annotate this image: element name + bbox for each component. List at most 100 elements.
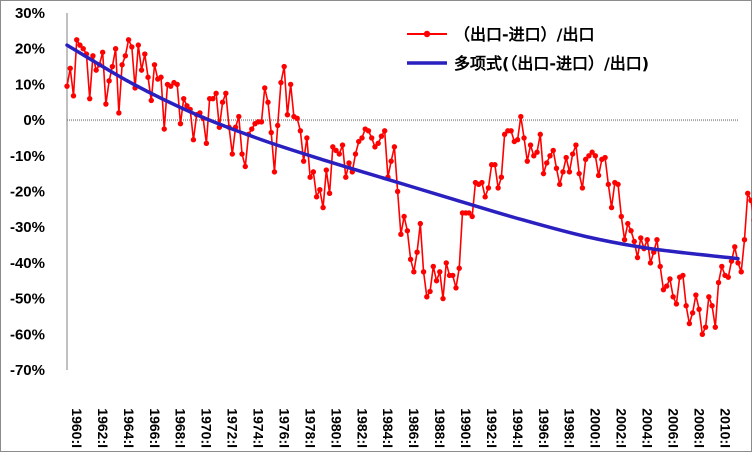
data-point [638, 235, 644, 241]
data-point [427, 288, 433, 295]
data-point [498, 174, 505, 180]
data-point [219, 99, 226, 105]
data-point [518, 113, 524, 120]
data-point [249, 126, 255, 132]
data-point [297, 128, 304, 134]
data-point [145, 74, 151, 80]
data-point [715, 279, 722, 286]
data-point [440, 295, 446, 302]
data-point [557, 181, 563, 188]
data-point [407, 256, 414, 263]
data-point [116, 110, 122, 116]
legend-marker-series [423, 30, 431, 38]
data-point [125, 37, 132, 43]
data-point [180, 95, 187, 102]
x-tick-label: 1974:I [251, 408, 267, 448]
data-point [689, 310, 696, 316]
data-point [579, 185, 586, 191]
data-point [479, 179, 485, 186]
data-point [631, 238, 637, 245]
data-point [129, 44, 135, 50]
data-point [369, 135, 375, 141]
data-point [203, 140, 210, 147]
x-tick-label: 1980:I [328, 408, 344, 448]
data-point [135, 42, 142, 48]
data-point [356, 138, 362, 145]
data-point [702, 324, 709, 330]
data-point [569, 151, 576, 157]
data-point [514, 137, 521, 143]
data-point [64, 83, 70, 89]
x-tick-label: 1964:I [121, 408, 137, 448]
data-point [414, 249, 420, 255]
data-point [359, 135, 365, 141]
x-tick-label: 1982:I [354, 408, 370, 448]
data-point [284, 112, 291, 118]
data-point [151, 62, 158, 68]
data-point [709, 303, 715, 309]
data-point [595, 172, 602, 179]
data-point [592, 153, 599, 159]
data-point [501, 131, 508, 138]
data-point [213, 90, 219, 97]
x-tick-label: 1976:I [276, 408, 292, 448]
x-tick-label: 2004:I [640, 408, 656, 448]
data-point [673, 301, 680, 307]
data-point [372, 144, 378, 150]
data-point [365, 128, 372, 134]
data-point [537, 131, 543, 138]
x-axis-ticks: 1960:I 1962:I 1964:I 1966:I 1968:I 1970:I 1972… [69, 408, 733, 448]
y-tick-label: -70% [10, 362, 45, 379]
x-tick-label: 2010:I [717, 408, 733, 448]
y-tick-label: 30% [15, 5, 45, 22]
data-point [391, 144, 398, 150]
data-point [174, 81, 180, 88]
x-tick-label: 1996:I [536, 408, 552, 448]
data-point [582, 156, 589, 163]
data-point [381, 128, 388, 134]
data-point [417, 220, 424, 227]
data-point [589, 149, 595, 155]
y-tick-label: -30% [10, 219, 45, 236]
data-point [634, 254, 641, 261]
data-point [712, 324, 719, 330]
data-point [719, 263, 725, 270]
data-point [339, 142, 346, 148]
y-axis-ticks: 30% 20% 10% 0% -10% -20% -30% -40% -50% -60% -70% [10, 5, 45, 379]
data-point [378, 133, 385, 139]
data-point [550, 147, 556, 154]
data-point [122, 53, 129, 59]
data-point [398, 231, 404, 238]
data-point [93, 67, 99, 73]
data-point [437, 269, 443, 275]
data-point [109, 63, 116, 70]
data-point [521, 135, 527, 141]
data-point [745, 190, 751, 196]
data-point [268, 129, 274, 136]
data-point [693, 292, 699, 298]
data-point [310, 169, 317, 175]
data-point [242, 163, 248, 170]
data-point [103, 101, 109, 107]
data-point [485, 185, 492, 191]
y-tick-label: 10% [15, 76, 45, 93]
data-point [190, 137, 197, 143]
legend-label-trend: 多项式(（出口-进口）/出口) [454, 54, 649, 73]
data-point [375, 140, 381, 147]
data-point [466, 210, 472, 216]
data-point [433, 278, 440, 284]
data-point [74, 37, 80, 43]
data-point [300, 158, 307, 164]
x-tick-label: 1988:I [432, 408, 448, 448]
data-point [680, 272, 686, 279]
data-point [394, 188, 401, 195]
data-point [725, 274, 731, 280]
data-point [456, 265, 462, 271]
x-tick-label: 1998:I [562, 408, 578, 448]
x-tick-label: 1990:I [458, 408, 474, 448]
data-point [278, 79, 284, 86]
data-point [547, 153, 553, 159]
data-point [534, 149, 540, 155]
data-point [210, 95, 216, 102]
data-point [148, 97, 154, 104]
